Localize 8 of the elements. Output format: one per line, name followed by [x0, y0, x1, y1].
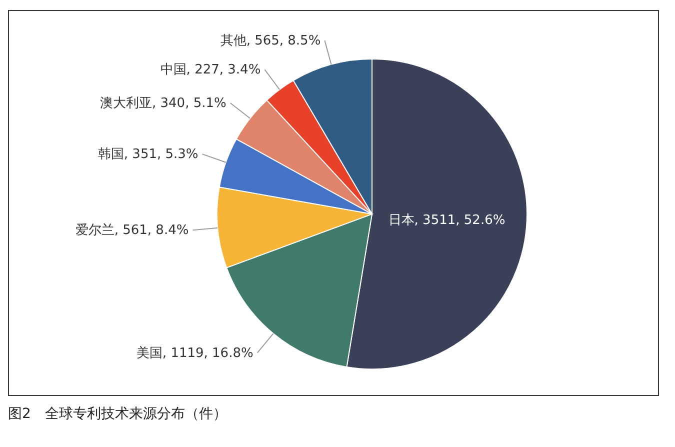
slice-label: 日本, 3511, 52.6%	[388, 213, 506, 228]
slice-label: 中国, 227, 3.4%	[160, 62, 261, 78]
slice-label: 澳大利亚, 340, 5.1%	[100, 96, 226, 111]
slice-label: 爱尔兰, 561, 8.4%	[75, 223, 189, 238]
slice-label: 美国, 1119, 16.8%	[136, 344, 254, 361]
slice-label: 其他, 565, 8.5%	[220, 33, 321, 48]
caption: 图2 全球专利技术来源分布（件）	[8, 406, 227, 422]
slice-label: 韩国, 351, 5.3%	[98, 147, 198, 162]
